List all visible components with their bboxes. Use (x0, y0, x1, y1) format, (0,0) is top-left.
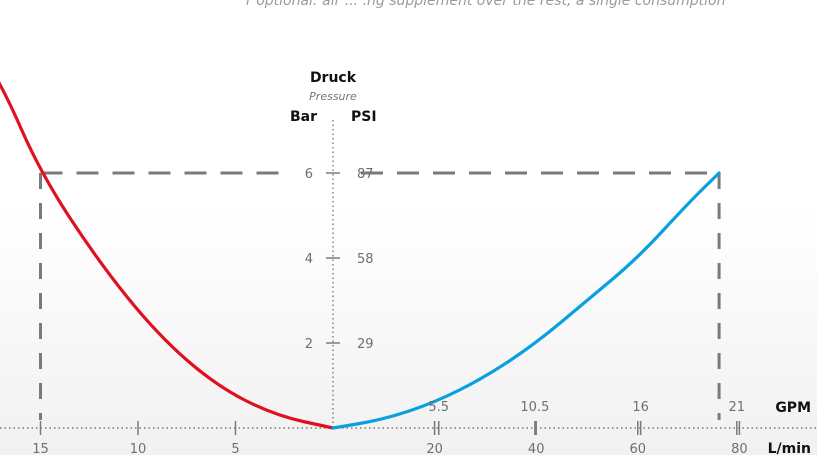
left-curve (0, 81, 335, 430)
lmin-left-tick-label: 15 (32, 442, 49, 455)
curves (0, 81, 721, 430)
lmin-tick-label: 40 (528, 442, 545, 455)
pressure-title: Druck (310, 70, 357, 86)
psi-unit-label: PSI (351, 109, 377, 125)
caption: r optional: air ... .ng supplement over … (246, 0, 725, 9)
psi-tick-label: 87 (357, 167, 374, 182)
lmin-left-tick-label: 5 (231, 442, 239, 455)
psi-tick-label: 29 (357, 337, 374, 352)
gpm-tick-label: 16 (632, 400, 649, 415)
lmin-unit-label: L/min (768, 441, 811, 455)
axis-labels: 2 29 4 58 6 87 Druck Pressure Bar PSI 5.5 10.5 16 21 2… (32, 70, 811, 455)
bar-tick-label: 6 (305, 167, 313, 182)
gpm-tick-label: 5.5 (428, 400, 449, 415)
gpm-unit-label: GPM (775, 400, 811, 416)
pressure-subtitle: Pressure (309, 90, 357, 103)
lmin-left-tick-label: 10 (130, 442, 147, 455)
bar-tick-label: 4 (305, 252, 313, 267)
bar-tick-label: 2 (305, 337, 313, 352)
lmin-tick-label: 60 (630, 442, 647, 455)
gpm-tick-label: 10.5 (520, 400, 549, 415)
bar-unit-label: Bar (290, 109, 317, 125)
gpm-tick-label: 21 (729, 400, 746, 415)
lmin-tick-label: 20 (426, 442, 443, 455)
lmin-tick-label: 80 (731, 442, 748, 455)
psi-tick-label: 58 (357, 252, 374, 267)
operating-point-guides (39, 171, 721, 420)
axes (0, 120, 817, 435)
right-curve (331, 171, 721, 430)
